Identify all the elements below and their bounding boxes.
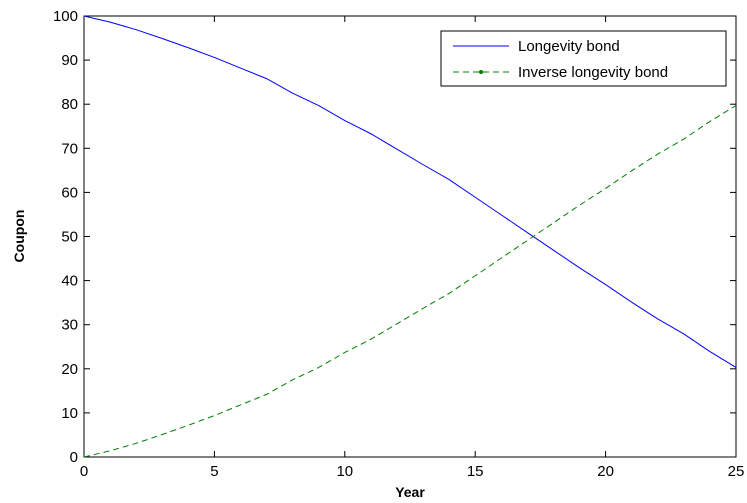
x-tick-label: 15	[467, 463, 484, 480]
x-axis-label: Year	[395, 484, 425, 500]
series-line-longevity-bond	[83, 15, 737, 368]
y-tick-label: 60	[61, 184, 78, 201]
y-tick-label: 100	[53, 8, 78, 25]
y-tick-label: 30	[61, 317, 78, 334]
series-layer	[83, 15, 737, 458]
y-tick-label: 50	[61, 229, 78, 246]
legend-label-inverse-longevity-bond: Inverse longevity bond	[518, 64, 668, 81]
y-tick-label: 40	[61, 273, 78, 290]
series-line-inverse-longevity-bond	[83, 105, 737, 458]
axis-ticks	[83, 15, 737, 458]
y-tick-label: 70	[61, 140, 78, 157]
y-tick-label: 80	[61, 96, 78, 113]
y-tick-label: 90	[61, 52, 78, 69]
x-tick-label: 0	[80, 463, 88, 480]
x-tick-label: 10	[336, 463, 353, 480]
legend-box	[440, 30, 727, 87]
axis-tick-labels: 0 5 10 15 20 25 0 10 20 30 40 50 60 70 80 90 100	[53, 8, 744, 480]
y-axis-label: Coupon	[11, 210, 27, 263]
legend-label-longevity-bond: Longevity bond	[518, 38, 620, 55]
y-tick-label: 0	[70, 449, 78, 466]
plot-area	[83, 15, 737, 458]
legend-marker-inverse-longevity-bond	[479, 70, 483, 74]
x-tick-label: 5	[210, 463, 218, 480]
x-tick-label: 25	[728, 463, 745, 480]
y-tick-label: 20	[61, 361, 78, 378]
legend: Longevity bond Inverse longevity bond	[440, 30, 727, 87]
y-tick-label: 10	[61, 405, 78, 422]
x-tick-label: 20	[597, 463, 614, 480]
